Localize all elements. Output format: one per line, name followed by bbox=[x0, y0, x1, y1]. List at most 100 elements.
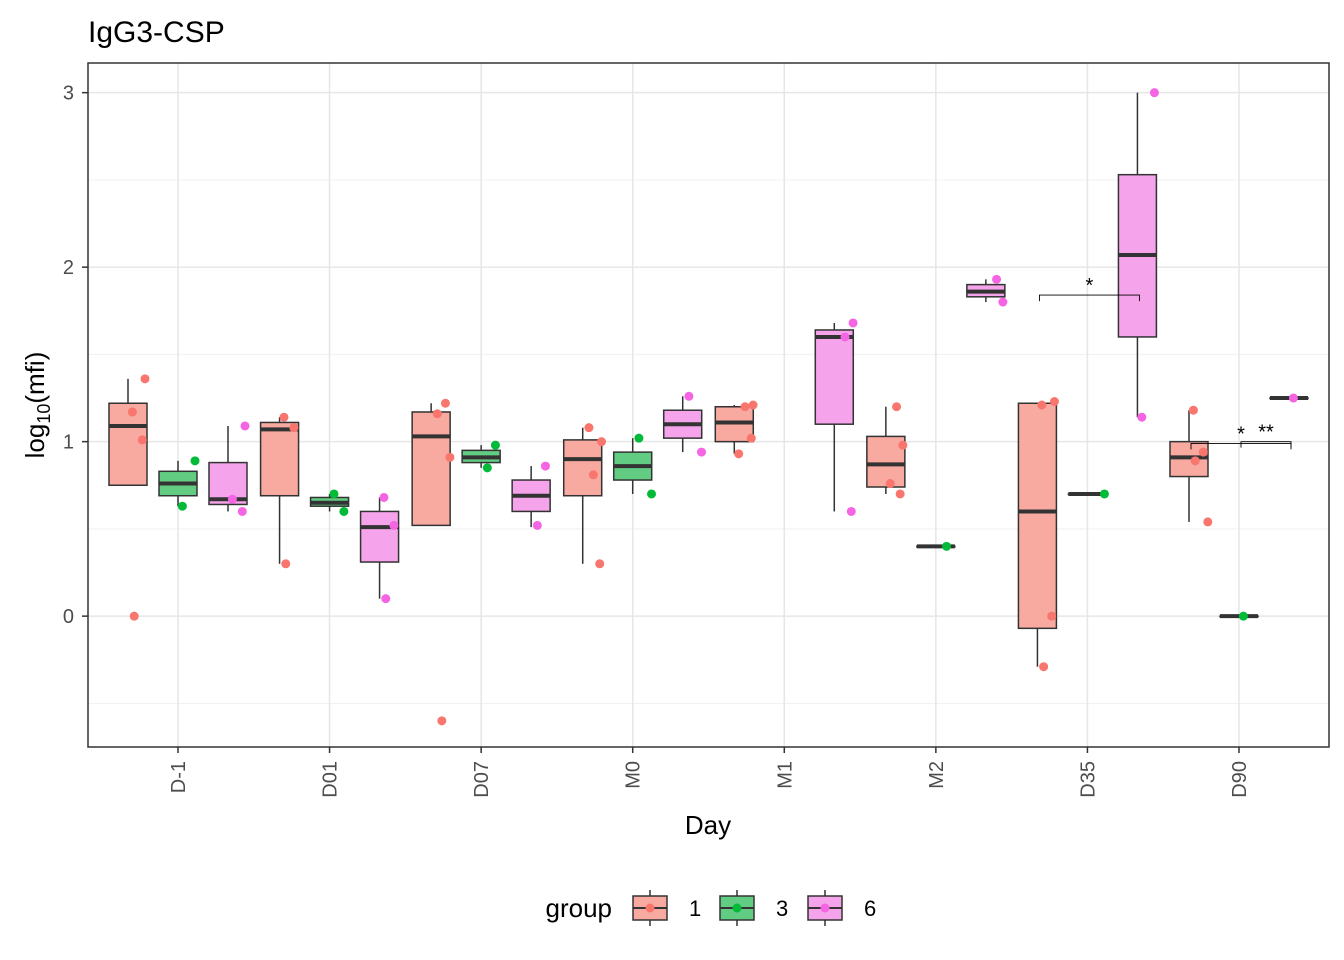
data-point bbox=[137, 435, 147, 445]
legend: group 1 3 6 bbox=[546, 890, 876, 926]
data-point bbox=[129, 611, 139, 621]
data-point bbox=[734, 449, 744, 459]
data-point bbox=[532, 520, 542, 530]
data-point bbox=[190, 456, 200, 466]
data-point bbox=[279, 412, 289, 422]
box-M0-group-3 bbox=[612, 438, 653, 494]
significance-label: * bbox=[1086, 275, 1094, 297]
data-point bbox=[697, 447, 707, 457]
y-tick-label: 1 bbox=[63, 432, 74, 454]
box-D-1-group-1 bbox=[108, 378, 148, 487]
y-tick-label: 2 bbox=[63, 257, 74, 279]
x-tick-label: D90 bbox=[1229, 761, 1251, 798]
data-point bbox=[1039, 662, 1049, 672]
x-tick-label: D01 bbox=[320, 761, 342, 798]
data-point bbox=[588, 470, 598, 480]
box-rect bbox=[108, 402, 148, 487]
data-point bbox=[748, 400, 758, 410]
data-point bbox=[432, 409, 442, 419]
data-point bbox=[1047, 611, 1057, 621]
data-point bbox=[1049, 397, 1059, 407]
data-point bbox=[1288, 393, 1298, 403]
data-point bbox=[127, 407, 137, 417]
data-point bbox=[379, 492, 389, 502]
data-point bbox=[540, 461, 550, 471]
data-point bbox=[740, 402, 750, 412]
data-point bbox=[437, 716, 447, 726]
data-point bbox=[895, 489, 905, 499]
data-point bbox=[597, 437, 607, 447]
data-point bbox=[440, 398, 450, 408]
box-M0-group-1 bbox=[562, 427, 603, 564]
box-rect bbox=[1017, 402, 1058, 630]
box-D07-group-1 bbox=[411, 403, 451, 527]
data-point bbox=[998, 297, 1008, 307]
data-point bbox=[227, 494, 237, 504]
x-tick-label: D07 bbox=[471, 761, 493, 798]
y-axis-label: log10(mfi) bbox=[20, 352, 54, 459]
box-M1-group-6 bbox=[814, 322, 855, 512]
data-point bbox=[1149, 88, 1159, 98]
data-point bbox=[1188, 405, 1198, 415]
box-M2-group-6 bbox=[966, 279, 1006, 303]
data-point bbox=[848, 318, 858, 328]
box-rect bbox=[259, 421, 300, 497]
data-point bbox=[846, 506, 856, 516]
legend-label: 1 bbox=[689, 896, 701, 921]
data-point bbox=[1037, 400, 1047, 410]
box-M2-group-1 bbox=[866, 406, 906, 494]
data-point bbox=[1190, 456, 1200, 466]
plot-area: ** ** bbox=[87, 62, 1330, 748]
x-tick-label: M0 bbox=[623, 761, 645, 789]
data-point bbox=[840, 332, 850, 342]
legend-title: group bbox=[546, 893, 613, 923]
data-point bbox=[595, 559, 605, 569]
data-point bbox=[490, 440, 500, 450]
box-D01-group-6 bbox=[359, 497, 400, 599]
data-point bbox=[647, 489, 657, 499]
data-point bbox=[885, 479, 895, 489]
data-point bbox=[992, 274, 1002, 284]
x-tick-label: D35 bbox=[1077, 761, 1099, 798]
data-point bbox=[482, 463, 492, 473]
data-point bbox=[329, 489, 339, 499]
x-tick-label: D-1 bbox=[168, 761, 190, 793]
box-rect bbox=[359, 510, 400, 563]
significance-label: * bbox=[1237, 423, 1245, 445]
data-point bbox=[381, 594, 391, 604]
data-point bbox=[684, 391, 694, 401]
legend-label: 3 bbox=[776, 896, 788, 921]
significance-label: ** bbox=[1258, 422, 1274, 444]
data-point bbox=[1198, 447, 1208, 457]
data-point bbox=[289, 423, 299, 433]
box-D35-group-6 bbox=[1117, 92, 1158, 418]
significance-bracket: * bbox=[1038, 275, 1140, 302]
legend-item-group-6: 6 bbox=[807, 890, 876, 926]
box-D01-group-1 bbox=[259, 417, 300, 564]
data-point bbox=[281, 559, 291, 569]
box-rect bbox=[814, 329, 855, 425]
x-tick-label: M1 bbox=[774, 761, 796, 789]
panel-border bbox=[87, 62, 1330, 748]
y-tick-label: 0 bbox=[63, 606, 74, 628]
data-point bbox=[634, 433, 644, 443]
data-point bbox=[1238, 611, 1248, 621]
y-tick-label: 3 bbox=[63, 83, 74, 105]
data-point bbox=[1099, 489, 1109, 499]
data-point bbox=[140, 374, 150, 384]
box-M1-group-1 bbox=[714, 405, 755, 454]
data-point bbox=[445, 452, 455, 462]
box-D-1-group-3 bbox=[158, 460, 198, 507]
data-point bbox=[339, 506, 349, 516]
data-point bbox=[177, 501, 187, 511]
data-point bbox=[389, 520, 399, 530]
data-point bbox=[942, 541, 952, 551]
x-axis-label: Day bbox=[685, 810, 731, 840]
box-M0-group-6 bbox=[662, 396, 703, 453]
x-tick-label: M2 bbox=[926, 761, 948, 789]
significance-bracket: ** bbox=[1240, 422, 1292, 448]
box-D07-group-6 bbox=[511, 466, 551, 528]
box-rect bbox=[411, 411, 451, 527]
box-D90-group-1 bbox=[1169, 410, 1209, 522]
